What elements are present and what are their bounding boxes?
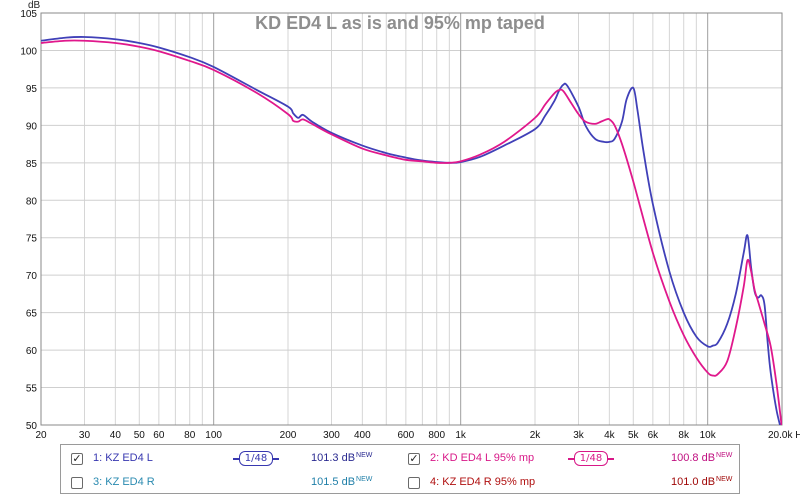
legend-checkbox-3[interactable] [71, 477, 83, 489]
legend-trace-name[interactable]: 3: KZ ED4 R [93, 476, 155, 488]
x-tick-label: 400 [354, 430, 371, 441]
y-axis-unit-label: dB [28, 0, 41, 11]
x-tick-label: 3k [573, 430, 585, 441]
x-tick-label: 1k [455, 430, 467, 441]
x-tick-label: 60 [153, 430, 165, 441]
x-tick-label: 80 [184, 430, 196, 441]
legend-entry-3: 3: KZ ED4 R 101.5 dBNEW [71, 471, 411, 495]
x-tick-label: 6k [648, 430, 660, 441]
x-tick-label: 30 [79, 430, 91, 441]
series-line-1 [41, 35, 781, 425]
legend-checkbox-4[interactable] [408, 477, 420, 489]
y-tick-label: 100 [20, 46, 37, 57]
series-line-2 [41, 39, 782, 425]
chart-title: KD ED4 L as is and 95% mp taped [255, 13, 545, 33]
y-tick-label: 75 [26, 234, 38, 245]
x-tick-label: 300 [323, 430, 340, 441]
smoothing-button[interactable]: 1/48 [239, 451, 273, 466]
legend-trace-name[interactable]: 2: KD ED4 L 95% mp [430, 452, 535, 464]
legend-row: ✓ 1: KZ ED4 L 1/48 101.3 dBNEW ✓ 2: KD E… [61, 447, 739, 471]
y-tick-label: 50 [26, 421, 38, 432]
smoothing-button[interactable]: 1/48 [574, 451, 608, 466]
y-tick-label: 60 [26, 346, 38, 357]
x-tick-label: 5k [628, 430, 640, 441]
x-tick-label: 800 [428, 430, 445, 441]
y-tick-label: 80 [26, 196, 38, 207]
x-tick-label: 20.0k Hz [768, 430, 800, 441]
y-tick-label: 70 [26, 271, 38, 282]
y-tick-label: 90 [26, 121, 38, 132]
legend-entry-1: ✓ 1: KZ ED4 L 1/48 101.3 dBNEW [71, 447, 411, 471]
x-tick-label: 40 [110, 430, 122, 441]
legend-trace-name[interactable]: 4: KZ ED4 R 95% mp [430, 476, 536, 488]
y-tick-label: 105 [20, 9, 37, 20]
legend-row: 3: KZ ED4 R 101.5 dBNEW 4: KZ ED4 R 95% … [61, 471, 739, 495]
x-tick-label: 50 [134, 430, 146, 441]
x-tick-label: 200 [280, 430, 297, 441]
x-tick-label: 600 [398, 430, 415, 441]
y-tick-label: 65 [26, 309, 38, 320]
legend-level-readout: 101.0 dBNEW [671, 476, 733, 488]
legend-level-readout: 101.5 dBNEW [311, 476, 373, 488]
legend-entry-4: 4: KZ ED4 R 95% mp 101.0 dBNEW [408, 471, 738, 495]
y-tick-label: 85 [26, 159, 38, 170]
legend-level-readout: 101.3 dBNEW [311, 452, 373, 464]
legend-entry-2: ✓ 2: KD ED4 L 95% mp 1/48 100.8 dBNEW [408, 447, 738, 471]
legend-checkbox-2[interactable]: ✓ [408, 452, 420, 465]
x-tick-label: 8k [678, 430, 690, 441]
legend-checkbox-1[interactable]: ✓ [71, 452, 83, 465]
x-tick-label: 20 [35, 430, 47, 441]
legend-trace-name[interactable]: 1: KZ ED4 L [93, 452, 153, 464]
y-tick-label: 55 [26, 384, 38, 395]
x-tick-label: 100 [205, 430, 222, 441]
legend-level-readout: 100.8 dBNEW [671, 452, 733, 464]
x-tick-label: 4k [604, 430, 616, 441]
y-tick-label: 95 [26, 84, 38, 95]
x-tick-label: 10k [700, 430, 717, 441]
x-tick-label: 2k [530, 430, 542, 441]
legend-panel: ✓ 1: KZ ED4 L 1/48 101.3 dBNEW ✓ 2: KD E… [60, 444, 740, 494]
